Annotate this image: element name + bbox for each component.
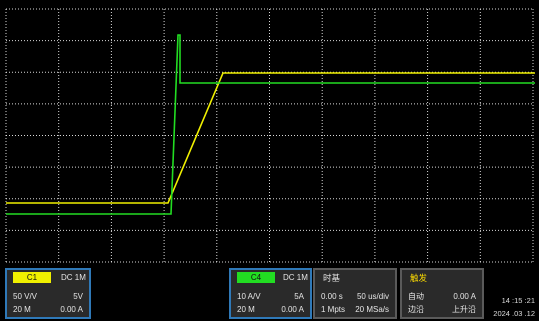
trigger-level: 0.00 A (453, 292, 476, 301)
graticule-grid (5, 8, 534, 263)
ch4-waveform (6, 34, 535, 215)
memory-depth: 1 Mpts (321, 305, 346, 314)
waveform-display (5, 8, 535, 263)
ch1-scale: 5V (73, 292, 83, 301)
trigger-title: 触发 (410, 273, 428, 283)
timebase-delay: 0.00 s (321, 292, 343, 301)
ch4-scale: 5A (294, 292, 304, 301)
ch4-label-badge: C4 (237, 272, 275, 283)
ch1-coupling: DC 1M (61, 273, 86, 282)
ch4-probe-ratio: 10 A/V (237, 292, 261, 301)
ch1-info-panel[interactable]: C1 DC 1M 50 V/V 5V 20 M 0.00 A (5, 268, 91, 319)
clock-time: 14 :15 :21 (501, 296, 535, 305)
timebase-scale: 50 us/div (356, 292, 389, 301)
trigger-type: 边沿 (408, 305, 424, 314)
ch1-bandwidth: 20 M (13, 305, 31, 314)
ch1-label-badge: C1 (13, 272, 51, 283)
trigger-panel[interactable]: 触发 自动 0.00 A 边沿 上升沿 (400, 268, 484, 319)
ch4-offset: 0.00 A (281, 305, 304, 314)
ch4-bandwidth: 20 M (237, 305, 255, 314)
timebase-panel[interactable]: 时基 0.00 s 50 us/div 1 Mpts 20 MSa/s (313, 268, 397, 319)
ch1-probe-ratio: 50 V/V (13, 292, 38, 301)
trigger-mode: 自动 (408, 292, 424, 301)
timebase-title: 时基 (323, 273, 341, 283)
sample-rate: 20 MSa/s (355, 305, 389, 314)
ch4-info-panel[interactable]: C4 DC 1M 10 A/V 5A 20 M 0.00 A (229, 268, 312, 319)
clock-date: 2024 .03 .12 (493, 309, 535, 318)
ch4-coupling: DC 1M (283, 273, 308, 282)
trigger-slope: 上升沿 (452, 305, 476, 314)
ch1-offset: 0.00 A (60, 305, 83, 314)
ch1-waveform (6, 72, 535, 204)
